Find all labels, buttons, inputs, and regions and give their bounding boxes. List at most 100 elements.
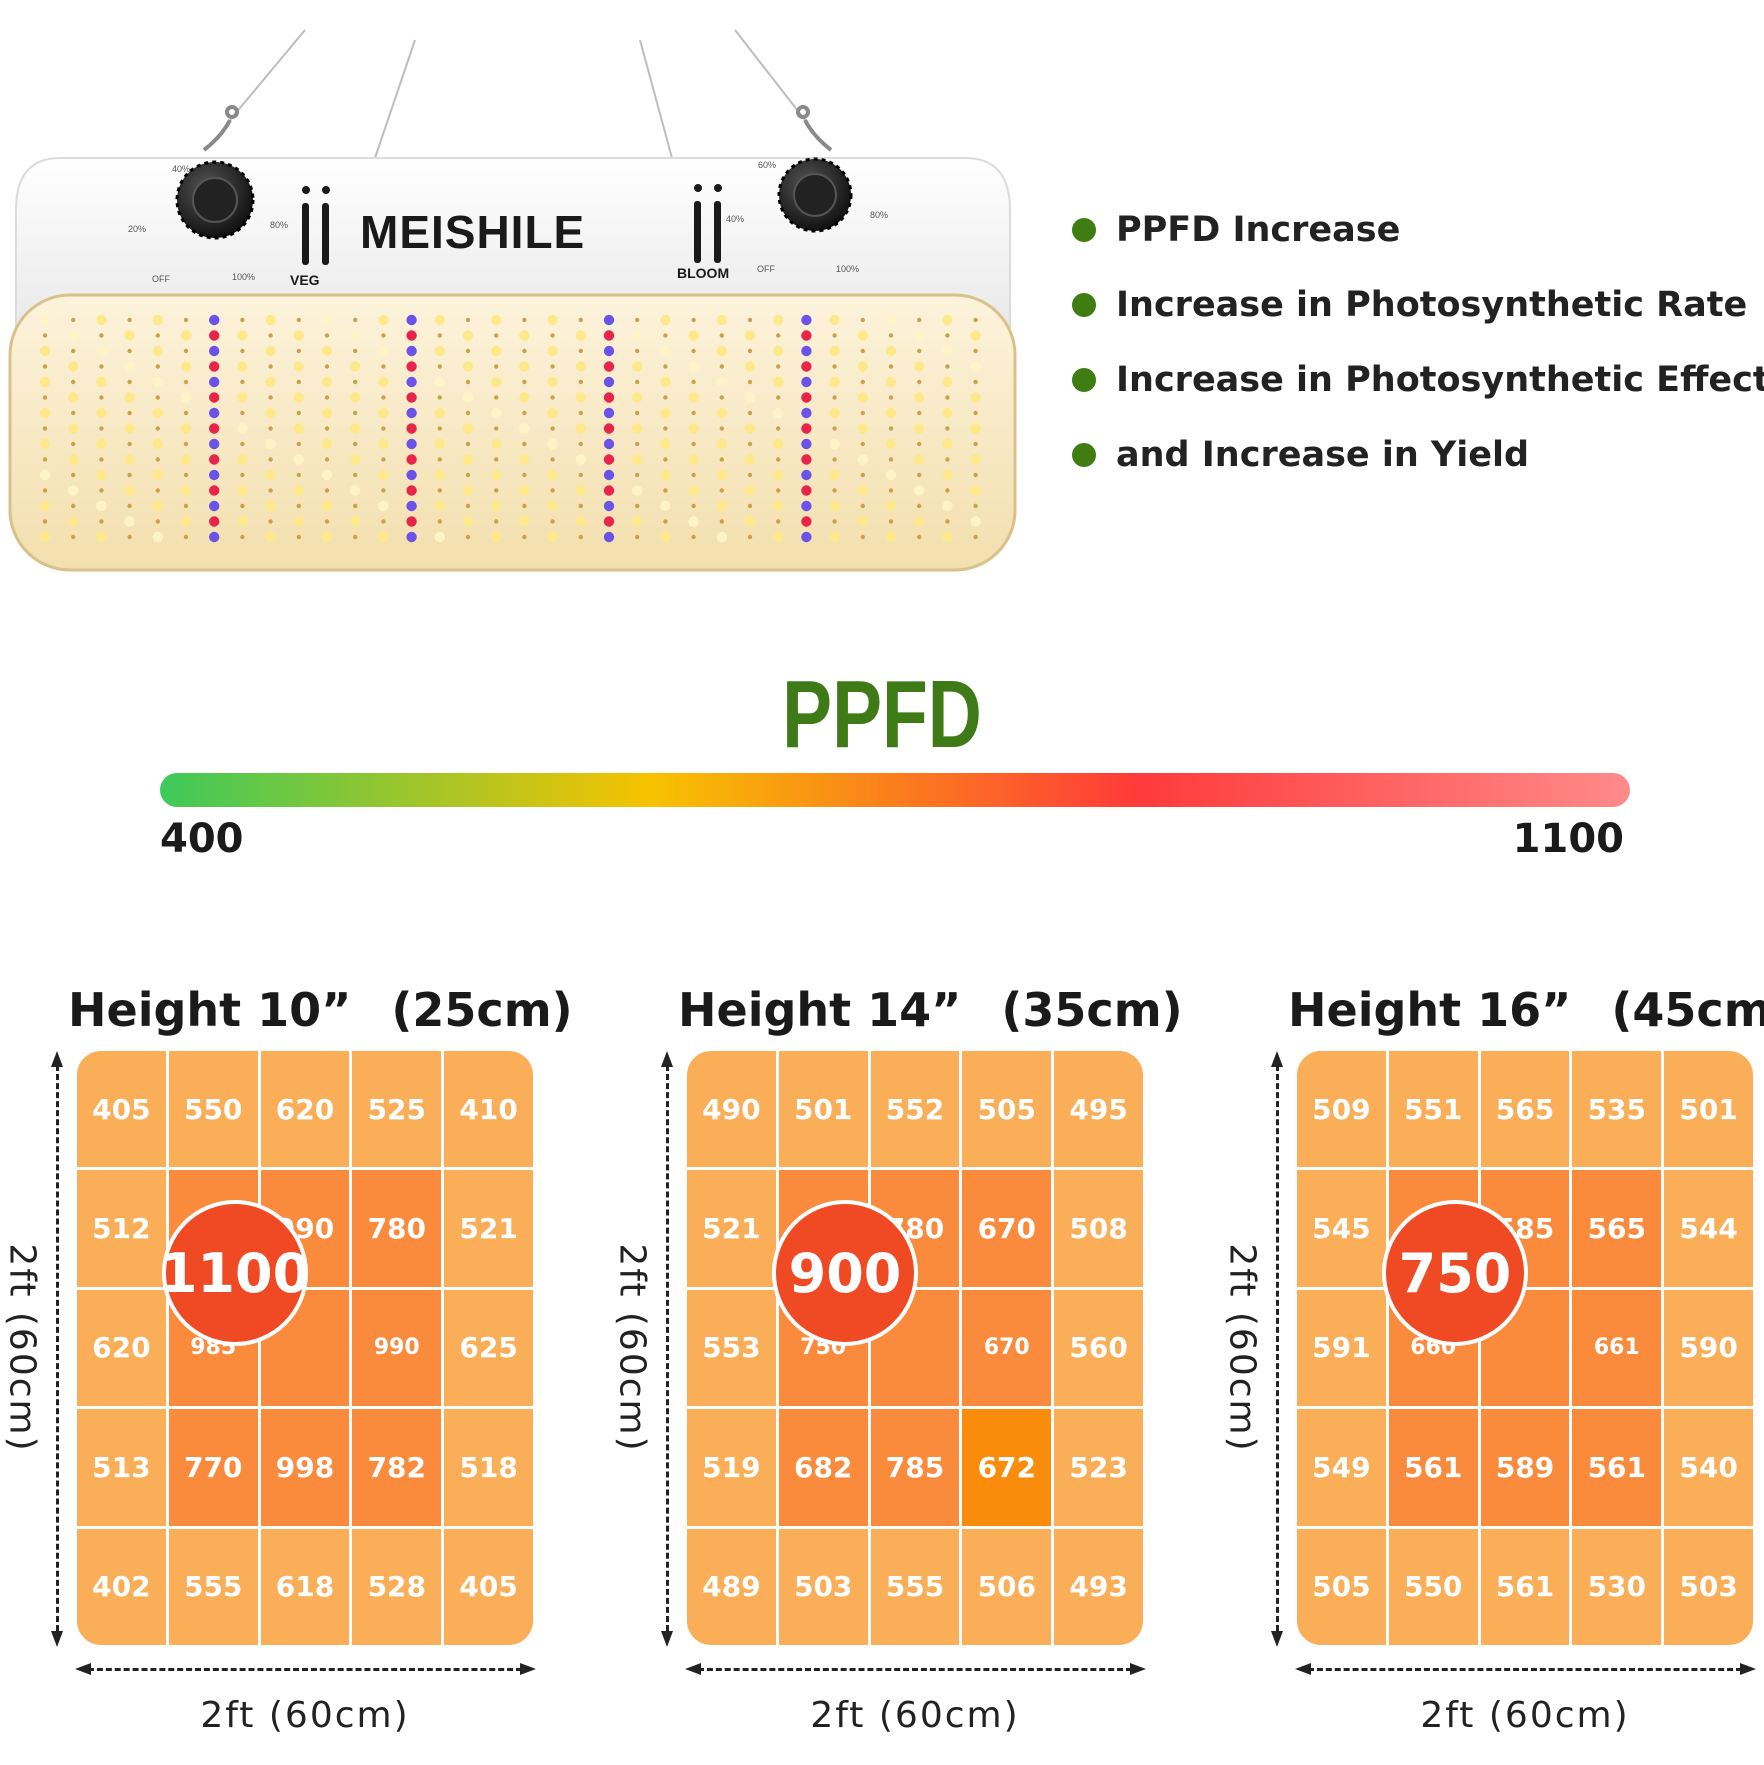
led-dot <box>71 534 76 540</box>
led-dot <box>660 376 671 388</box>
led-dot <box>832 395 837 400</box>
led-dot <box>832 519 837 524</box>
led-dot <box>776 519 781 524</box>
veg-knob-label-20: 20% <box>128 224 146 234</box>
led-dot <box>801 485 812 496</box>
led-dot <box>353 317 358 323</box>
led-dot <box>265 438 276 450</box>
led-dot <box>293 516 304 527</box>
led-dot <box>491 469 502 481</box>
ppfd-cell: 672 <box>962 1409 1052 1526</box>
led-dot <box>547 407 558 419</box>
center-ppfd-badge: 750 <box>1382 1200 1528 1346</box>
led-dot <box>209 485 220 496</box>
led-dot <box>773 376 784 388</box>
led-dot <box>632 361 643 372</box>
led-dot <box>801 345 812 357</box>
led-dot <box>860 317 865 323</box>
led-dot <box>152 531 163 543</box>
led-dot <box>321 469 333 481</box>
led-dot <box>180 361 192 372</box>
led-dot <box>71 317 76 323</box>
led-dot <box>603 423 615 434</box>
led-dot <box>522 441 527 447</box>
led-dot <box>406 438 417 450</box>
led-dot <box>268 519 273 524</box>
led-dot <box>888 457 894 462</box>
horizontal-dimension-line <box>1308 1668 1742 1671</box>
led-dot <box>603 531 615 543</box>
led-dot <box>321 531 333 543</box>
ppfd-cell: 530 <box>1572 1528 1662 1645</box>
led-dot <box>462 516 474 527</box>
led-dot <box>39 500 51 512</box>
ppfd-cell: 528 <box>352 1528 442 1645</box>
led-dot <box>663 488 668 493</box>
led-dot <box>209 438 220 450</box>
feature-text: and Increase in Yield <box>1116 435 1530 475</box>
led-dot <box>152 407 163 419</box>
led-dot <box>603 361 615 372</box>
led-dot <box>917 317 922 323</box>
led-dot <box>716 500 727 512</box>
led-dot <box>350 423 361 434</box>
veg-dimmer-knob[interactable] <box>175 160 255 240</box>
led-dot <box>68 392 79 403</box>
led-dot <box>603 438 615 450</box>
led-dot <box>152 314 163 326</box>
led-dot <box>209 516 220 527</box>
led-dot <box>635 379 640 385</box>
led-dot <box>945 426 950 431</box>
led-dot <box>660 438 671 450</box>
ppfd-cell: 519 <box>687 1409 776 1526</box>
bloom-knob-label-80: 80% <box>870 210 888 220</box>
ppfd-cell: 508 <box>1054 1170 1143 1287</box>
bloom-dimmer-knob[interactable] <box>777 157 853 233</box>
led-dot <box>888 519 894 524</box>
led-dot <box>832 488 837 493</box>
led-dot <box>744 330 756 341</box>
led-dot <box>296 534 301 540</box>
ppfd-cell: 503 <box>778 1528 868 1645</box>
led-dot <box>209 469 220 481</box>
bullet-icon <box>1072 443 1096 467</box>
led-dot <box>296 317 301 323</box>
led-dot <box>973 472 978 478</box>
led-dot <box>321 345 333 357</box>
led-dot <box>152 469 163 481</box>
led-dot <box>434 407 445 419</box>
led-dot <box>240 503 245 509</box>
ppfd-scale-max: 1100 <box>1512 816 1624 862</box>
led-dot <box>353 348 358 354</box>
led-dot <box>550 333 555 338</box>
led-dot <box>578 441 583 447</box>
ppfd-cell: 549 <box>1297 1409 1386 1526</box>
led-dot <box>914 516 925 527</box>
led-dot <box>578 534 583 540</box>
led-dot <box>437 457 442 462</box>
led-dot <box>240 379 245 385</box>
ppfd-cell: 505 <box>1297 1528 1386 1645</box>
led-dot <box>378 469 389 481</box>
led-dot <box>688 392 699 403</box>
led-dot <box>494 457 499 462</box>
led-dot <box>747 472 753 478</box>
led-dot <box>71 472 76 478</box>
ppfd-grid: 5095515655355015455605855655445916606615… <box>1297 1051 1753 1645</box>
led-dot <box>716 407 727 419</box>
led-dot <box>183 348 189 354</box>
led-dot <box>437 488 442 493</box>
led-dot <box>914 392 925 403</box>
led-dot <box>39 531 51 543</box>
led-dot <box>491 314 502 326</box>
led-dot <box>773 469 784 481</box>
led-dot <box>522 410 527 416</box>
led-dot <box>152 376 163 388</box>
ppfd-cell: 785 <box>870 1409 960 1526</box>
led-dot <box>296 379 301 385</box>
led-dot <box>180 516 192 527</box>
led-dot <box>381 426 386 431</box>
led-dot <box>378 345 389 357</box>
led-dot <box>942 314 953 326</box>
led-dot <box>945 333 950 338</box>
